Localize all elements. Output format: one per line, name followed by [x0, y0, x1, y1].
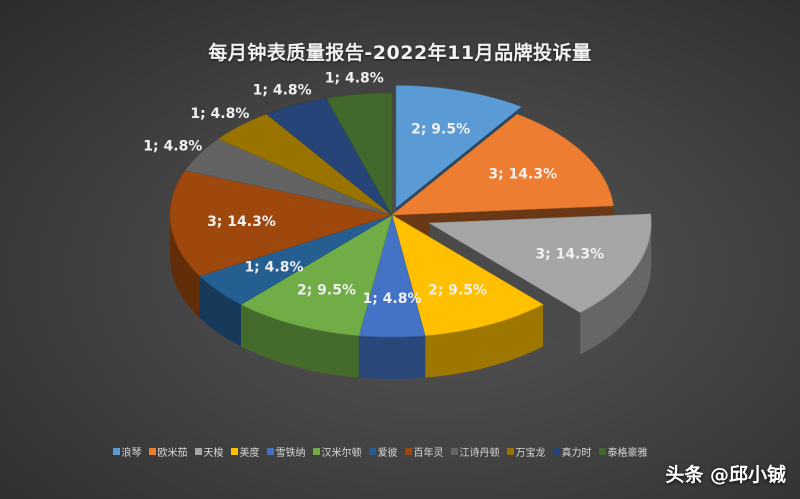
data-label: 1; 4.8% — [362, 291, 421, 307]
legend-label: 浪琴 — [121, 448, 142, 459]
legend-swatch — [506, 448, 514, 455]
legend-item[interactable]: 江诗丹顿 — [450, 444, 500, 459]
data-label: 1; 4.8% — [190, 106, 249, 122]
legend-swatch — [148, 448, 156, 455]
legend-swatch — [404, 448, 412, 455]
legend-label: 汉米尔顿 — [321, 448, 362, 459]
data-label: 3; 14.3% — [488, 167, 557, 183]
data-label: 1; 4.8% — [143, 138, 202, 154]
pie-slice-欧米茄[interactable] — [391, 113, 614, 216]
slice-side — [425, 304, 543, 378]
legend-label: 真力时 — [561, 448, 592, 459]
data-label: 1; 4.8% — [244, 260, 303, 276]
data-label: 3; 14.3% — [535, 246, 604, 262]
chart-legend: 浪琴 欧米茄 天梭 美度 雪铁纳 汉米尔顿 爱彼 百年灵 江诗丹顿 万宝龙 真力… — [0, 444, 760, 459]
legend-item[interactable]: 真力时 — [552, 444, 592, 459]
legend-label: 天梭 — [203, 448, 224, 459]
slice-side — [170, 215, 200, 318]
legend-swatch — [194, 448, 202, 455]
legend-label: 雪铁纳 — [275, 448, 306, 459]
legend-swatch — [368, 448, 376, 455]
pie-slice-百年灵[interactable] — [169, 170, 394, 277]
legend-label: 泰格豪雅 — [607, 448, 648, 459]
slice-side — [241, 304, 359, 378]
legend-item[interactable]: 汉米尔顿 — [312, 444, 362, 459]
legend-item[interactable]: 美度 — [230, 444, 260, 459]
pie-slice-美度[interactable] — [391, 214, 544, 336]
watermark: 头条 @邱小铖 — [665, 464, 786, 486]
legend-label: 万宝龙 — [515, 448, 546, 459]
slice-side — [199, 276, 242, 347]
data-label: 3; 14.3% — [207, 214, 276, 230]
pie-slice-汉米尔顿[interactable] — [240, 214, 393, 336]
legend-swatch — [266, 448, 274, 455]
legend-item[interactable]: 万宝龙 — [506, 444, 546, 459]
pie-tops — [169, 85, 652, 338]
legend-item[interactable]: 泰格豪雅 — [598, 444, 648, 459]
legend-item[interactable]: 浪琴 — [112, 444, 142, 459]
legend-label: 百年灵 — [413, 448, 444, 459]
legend-item[interactable]: 雪铁纳 — [266, 444, 306, 459]
chart-title: 每月钟表质量报告-2022年11月品牌投诉量 — [208, 42, 592, 64]
legend-item[interactable]: 欧米茄 — [148, 444, 188, 459]
pie-slice-天梭[interactable] — [428, 213, 652, 313]
pie-slice-江诗丹顿[interactable] — [184, 138, 393, 216]
pie-slice-雪铁纳[interactable] — [358, 213, 426, 338]
legend-swatch — [450, 448, 458, 455]
pie-slice-爱彼[interactable] — [199, 214, 393, 305]
legend-label: 美度 — [239, 448, 260, 459]
legend-swatch — [598, 448, 606, 455]
data-label: 2; 9.5% — [297, 283, 356, 299]
legend-label: 欧米茄 — [157, 448, 188, 459]
pie-slice-泰格豪雅[interactable] — [326, 92, 393, 217]
legend-swatch — [312, 448, 320, 455]
legend-swatch — [552, 448, 560, 455]
data-label: 1; 4.8% — [325, 70, 384, 86]
pie-labels: 2; 9.5% 3; 14.3% 3; 14.3% 2; 9.5% 1; 4.8% 2; … — [143, 70, 604, 306]
legend-item[interactable]: 爱彼 — [368, 444, 398, 459]
slice-side — [358, 335, 426, 379]
pie-slice-真力时[interactable] — [266, 98, 393, 216]
data-label: 1; 4.8% — [253, 83, 312, 99]
legend-item[interactable]: 天梭 — [194, 444, 224, 459]
legend-swatch — [112, 448, 120, 455]
slice-side — [580, 223, 652, 355]
legend-swatch — [230, 448, 238, 455]
pie-slice-浪琴[interactable] — [395, 85, 522, 209]
legend-label: 江诗丹顿 — [459, 448, 500, 459]
data-label: 2; 9.5% — [428, 283, 487, 299]
legend-label: 爱彼 — [377, 448, 398, 459]
data-label: 2; 9.5% — [411, 121, 470, 137]
legend-item[interactable]: 百年灵 — [404, 444, 444, 459]
pie-slice-万宝龙[interactable] — [217, 113, 393, 216]
